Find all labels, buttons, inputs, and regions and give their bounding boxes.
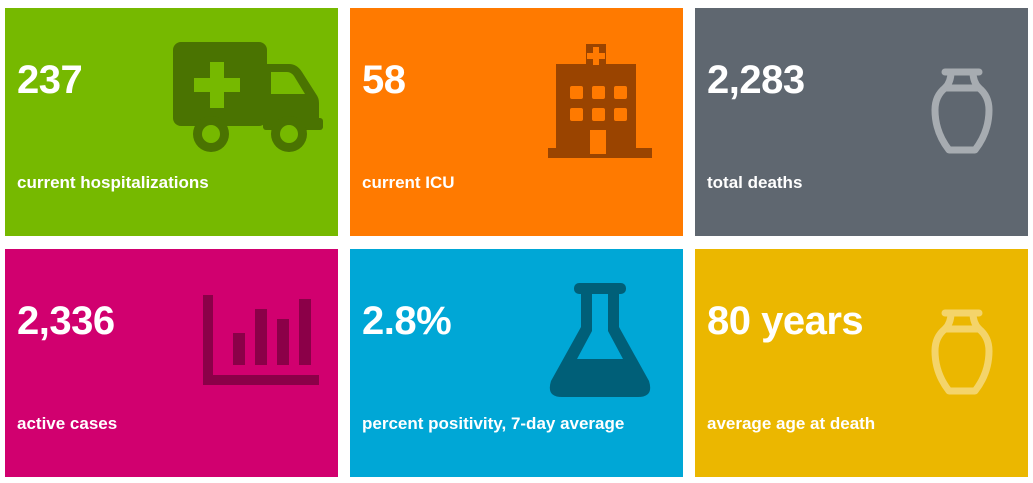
stat-value: 2.8%	[362, 299, 452, 343]
stat-value: 2,283	[707, 58, 805, 102]
stat-value: 237	[17, 58, 83, 102]
stat-label: active cases	[17, 414, 118, 433]
ambulance-icon	[173, 42, 323, 152]
flask-icon	[549, 283, 651, 397]
hospital-icon	[548, 44, 652, 158]
stat-label: average age at death	[707, 414, 876, 433]
stat-tile-positivity: 2.8% percent positivity, 7-day average	[350, 249, 683, 477]
stat-tile-hospitalizations: 237 current hospitalizations	[5, 8, 338, 236]
stat-tile-icu: 58 current ICU	[350, 8, 683, 236]
stat-tile-average-age: 80 years average age at death	[695, 249, 1028, 477]
urn-icon	[931, 68, 993, 154]
stat-value: 58	[362, 58, 406, 102]
stat-tile-total-deaths: 2,283 total deaths	[695, 8, 1028, 236]
stat-label: total deaths	[707, 173, 803, 192]
stat-value: 2,336	[17, 299, 115, 343]
stat-value: 80 years	[707, 299, 864, 343]
stat-tile-active-cases: 2,336 active cases	[5, 249, 338, 477]
bar-chart-icon	[203, 295, 319, 385]
stat-label: current hospitalizations	[17, 173, 209, 192]
stat-label: percent positivity, 7-day average	[362, 414, 625, 433]
stat-label: current ICU	[362, 173, 455, 192]
urn-icon	[931, 309, 993, 395]
